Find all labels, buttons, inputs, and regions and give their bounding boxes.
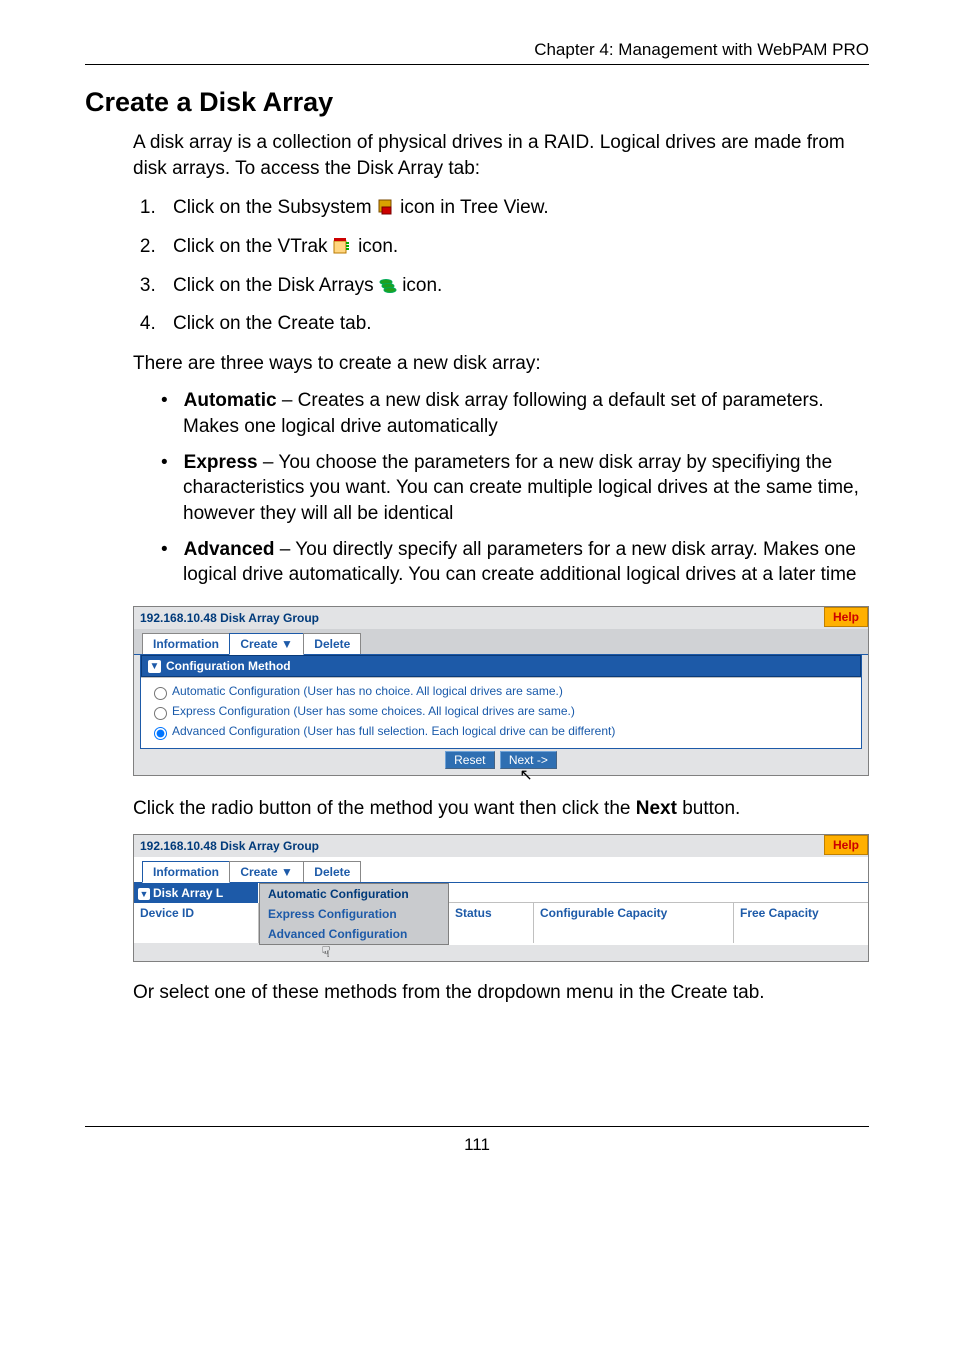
disk-arrays-icon [379, 276, 397, 302]
mid-text-b: button. [677, 798, 740, 819]
page-title: Create a Disk Array [85, 87, 869, 118]
method-advanced: Advanced – You directly specify all para… [161, 537, 869, 588]
step-list: Click on the Subsystem icon in Tree View… [133, 195, 869, 337]
col-free-capacity: Free Capacity [734, 903, 862, 923]
method-auto-label: Automatic [184, 390, 277, 411]
method-auto-text: – Creates a new disk array following a d… [183, 390, 824, 437]
tab-create-label: Create [240, 637, 277, 651]
disk-array-side-header: ▼Disk Array L [134, 883, 259, 903]
subsystem-icon [377, 198, 395, 224]
config-method-header: ▼ Configuration Method [141, 655, 861, 677]
tab-delete[interactable]: Delete [303, 633, 361, 654]
radio-advanced-label: Advanced Configuration (User has full se… [172, 724, 615, 738]
dropdown-item-advanced[interactable]: Advanced Configuration [260, 924, 448, 944]
dropdown-item-auto[interactable]: Automatic Configuration [260, 884, 448, 904]
device-id-header: Device ID [134, 903, 259, 923]
tab-create[interactable]: Create ▼ [229, 633, 304, 655]
step-4: Click on the Create tab. [161, 311, 869, 337]
help-button[interactable]: Help [824, 835, 868, 855]
tab-information-2[interactable]: Information [142, 861, 230, 883]
empty-cell [734, 923, 862, 943]
tab-delete-2[interactable]: Delete [303, 861, 361, 882]
mid-text: Click the radio button of the method you… [133, 796, 869, 822]
radio-auto[interactable] [154, 687, 167, 700]
cursor-arrow-icon: ↖ [519, 765, 532, 785]
step-2-text-a: Click on the VTrak [173, 236, 333, 257]
radio-advanced-row[interactable]: Advanced Configuration (User has full se… [147, 722, 855, 742]
methods-list: Automatic – Creates a new disk array fol… [133, 388, 869, 587]
vtrak-icon [333, 237, 353, 263]
chevron-down-icon: ▼ [148, 660, 161, 673]
disk-array-side-label: Disk Array L [153, 886, 223, 900]
mid-text-a: Click the radio button of the method you… [133, 798, 636, 819]
config-panel: 192.168.10.48 Disk Array Group Help Info… [133, 606, 869, 776]
mid-text-bold: Next [636, 798, 677, 819]
step-1-text-b: icon in Tree View. [400, 197, 549, 218]
empty-cell [534, 923, 734, 943]
tab-bar-2: Information Create ▼ Delete [134, 857, 868, 882]
intro-text: A disk array is a collection of physical… [133, 130, 869, 181]
method-adv-label: Advanced [184, 539, 275, 560]
method-express-text: – You choose the parameters for a new di… [183, 452, 859, 524]
chevron-down-icon: ▼ [138, 888, 150, 900]
chevron-down-icon: ▼ [281, 637, 293, 651]
step-1: Click on the Subsystem icon in Tree View… [161, 195, 869, 224]
closing-text: Or select one of these methods from the … [133, 980, 869, 1006]
create-dropdown[interactable]: Automatic Configuration Express Configur… [259, 883, 449, 945]
page-number: 111 [464, 1135, 490, 1154]
empty-cell [134, 923, 259, 943]
reset-button[interactable]: Reset [445, 751, 494, 769]
radio-express-label: Express Configuration (User has some cho… [172, 704, 575, 718]
button-row: Reset Next -> ↖ [134, 749, 868, 775]
radio-express-row[interactable]: Express Configuration (User has some cho… [147, 702, 855, 722]
dropdown-item-express[interactable]: Express Configuration [260, 904, 448, 924]
step-3-text-a: Click on the Disk Arrays [173, 275, 379, 296]
config-method-label: Configuration Method [166, 659, 291, 673]
col-status: Status [449, 903, 534, 923]
step-2: Click on the VTrak icon. [161, 234, 869, 263]
radio-advanced[interactable] [154, 727, 167, 740]
panel2-title: 192.168.10.48 Disk Array Group [140, 839, 319, 853]
step-3-text-b: icon. [402, 275, 442, 296]
tab-create-2-label: Create [240, 865, 277, 879]
step-2-text-b: icon. [358, 236, 398, 257]
step-1-text-a: Click on the Subsystem [173, 197, 377, 218]
method-express: Express – You choose the parameters for … [161, 450, 869, 527]
tab-create-2[interactable]: Create ▼ [229, 861, 304, 882]
radio-auto-row[interactable]: Automatic Configuration (User has no cho… [147, 682, 855, 702]
cursor-hand-icon: ☟ [0, 943, 868, 961]
method-auto: Automatic – Creates a new disk array fol… [161, 388, 869, 439]
ways-text: There are three ways to create a new dis… [133, 351, 869, 377]
empty-cell [449, 923, 534, 943]
tab-information[interactable]: Information [142, 633, 230, 654]
page-footer: 111 [85, 1126, 869, 1155]
col-configurable-capacity: Configurable Capacity [534, 903, 734, 923]
help-button[interactable]: Help [824, 607, 868, 627]
tab-bar: Information Create ▼ Delete [134, 629, 868, 655]
chapter-header: Chapter 4: Management with WebPAM PRO [85, 40, 869, 65]
step-3: Click on the Disk Arrays icon. [161, 273, 869, 302]
method-express-label: Express [184, 452, 258, 473]
panel1-title: 192.168.10.48 Disk Array Group [140, 611, 319, 625]
radio-express[interactable] [154, 707, 167, 720]
radio-auto-label: Automatic Configuration (User has no cho… [172, 684, 563, 698]
chevron-down-icon: ▼ [281, 865, 293, 879]
dropdown-panel: 192.168.10.48 Disk Array Group Help Info… [133, 834, 869, 962]
method-adv-text: – You directly specify all parameters fo… [183, 539, 856, 586]
